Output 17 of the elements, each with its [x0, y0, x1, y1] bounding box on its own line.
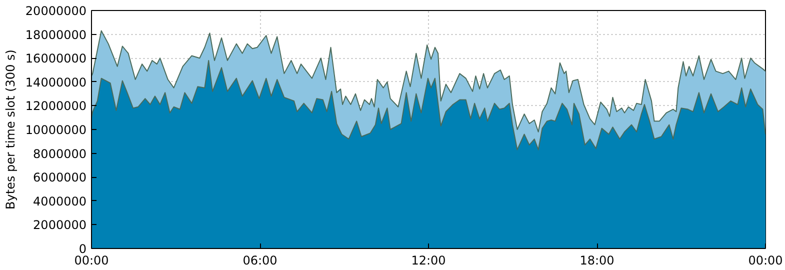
y-tick-label: 16000000 — [25, 52, 86, 66]
y-tick-label: 20000000 — [25, 4, 86, 18]
y-axis-title: Bytes per time slot (300 s) — [3, 50, 18, 210]
y-tick-label: 2000000 — [33, 218, 87, 232]
x-tick-label: 12:00 — [411, 254, 446, 268]
y-tick-label: 12000000 — [25, 99, 86, 114]
x-tick-label: 18:00 — [580, 254, 614, 268]
y-tick-label: 18000000 — [25, 28, 86, 42]
y-tick-label: 0 — [78, 242, 87, 256]
y-tick-label: 6000000 — [33, 170, 87, 185]
y-tick-label: 10000000 — [25, 123, 86, 137]
y-tick-label: 8000000 — [33, 146, 87, 161]
x-tick-label: 00:00 — [74, 254, 109, 268]
y-tick-label: 14000000 — [25, 75, 86, 90]
x-tick-label: 00:00 — [748, 254, 783, 268]
x-tick-label: 06:00 — [242, 254, 278, 268]
y-tick-label: 4000000 — [33, 194, 87, 208]
